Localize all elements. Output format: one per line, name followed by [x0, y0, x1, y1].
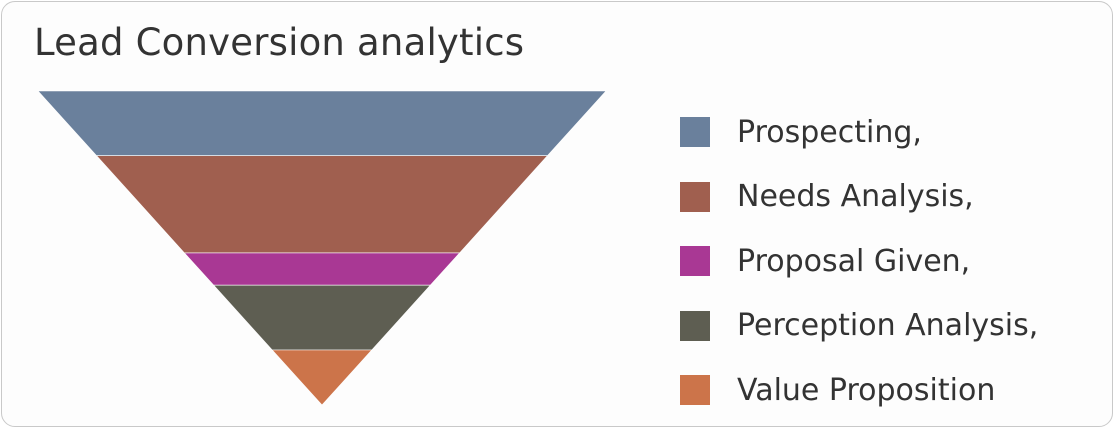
legend-item: Proposal Given, [680, 229, 1038, 294]
legend-item: Value Proposition [680, 358, 1038, 423]
legend-item: Needs Analysis, [680, 165, 1038, 230]
funnel-segment-1 [37, 90, 607, 156]
funnel-segment-3 [183, 252, 461, 286]
funnel-segment-2 [95, 155, 549, 254]
legend-item: Prospecting, [680, 100, 1038, 165]
chart-title: Lead Conversion analytics [34, 21, 525, 64]
legend-swatch [680, 375, 710, 406]
legend-label: Prospecting, [737, 114, 922, 150]
chart-legend: Prospecting, Needs Analysis, Proposal Give… [680, 100, 1038, 423]
legend-label: Perception Analysis, [737, 308, 1039, 344]
legend-swatch [680, 310, 710, 341]
legend-swatch [680, 117, 710, 148]
legend-swatch [680, 246, 710, 277]
legend-label: Proposal Given, [737, 243, 971, 279]
legend-swatch [680, 181, 710, 212]
funnel-segment-5 [271, 349, 373, 406]
legend-label: Needs Analysis, [737, 179, 974, 215]
legend-label: Value Proposition [737, 372, 996, 408]
legend-item: Perception Analysis, [680, 294, 1038, 359]
funnel-segment-4 [213, 284, 431, 351]
